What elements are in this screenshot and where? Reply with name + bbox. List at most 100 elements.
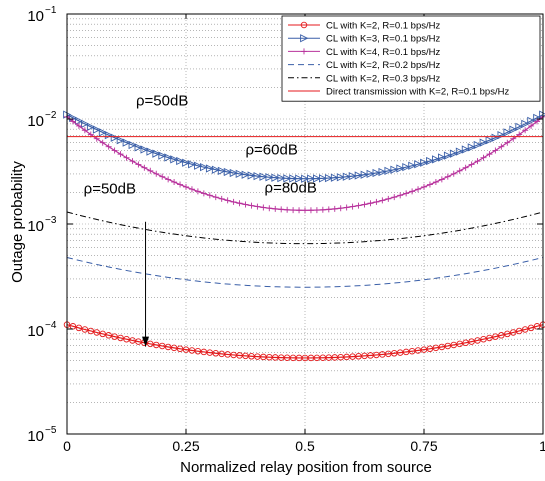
series-marker bbox=[266, 205, 273, 212]
legend-label: CL with K=2, R=0.1 bps/Hz bbox=[326, 21, 440, 32]
x-axis-label: Normalized relay position from source bbox=[180, 459, 432, 476]
series-marker bbox=[171, 179, 178, 186]
series-marker bbox=[182, 346, 190, 353]
series-marker bbox=[146, 147, 155, 156]
series-marker bbox=[492, 147, 499, 154]
series-marker bbox=[384, 166, 393, 175]
series-marker bbox=[75, 324, 83, 332]
series-marker bbox=[283, 174, 292, 183]
series-marker bbox=[421, 183, 427, 190]
series-marker bbox=[486, 151, 493, 158]
series-marker bbox=[367, 200, 374, 207]
y-tick-label-exponent: −3 bbox=[45, 215, 57, 226]
series-marker bbox=[117, 151, 124, 158]
series-marker bbox=[331, 205, 338, 212]
series-marker bbox=[98, 128, 108, 137]
series-marker bbox=[122, 138, 131, 147]
series-marker bbox=[385, 195, 392, 202]
series-marker bbox=[403, 190, 410, 197]
series-marker bbox=[117, 334, 124, 342]
series-marker bbox=[211, 165, 221, 174]
series-marker bbox=[432, 344, 440, 352]
series-marker bbox=[432, 179, 439, 186]
series-marker bbox=[200, 190, 207, 197]
series-marker bbox=[147, 340, 154, 348]
series-marker bbox=[128, 140, 137, 150]
series-marker bbox=[277, 173, 286, 183]
series-marker bbox=[217, 166, 227, 175]
series-marker bbox=[236, 200, 243, 207]
series-marker bbox=[110, 133, 120, 142]
series-marker bbox=[515, 122, 524, 131]
series-marker bbox=[402, 163, 411, 172]
series-marker bbox=[92, 125, 102, 134]
arrow-head bbox=[142, 336, 150, 347]
series-marker bbox=[111, 147, 118, 154]
series-marker bbox=[372, 168, 381, 178]
series-marker bbox=[319, 174, 328, 183]
series-marker bbox=[81, 127, 88, 134]
series-marker bbox=[223, 167, 233, 177]
series-marker bbox=[199, 163, 209, 172]
series-marker bbox=[141, 164, 148, 171]
series-marker bbox=[324, 173, 334, 183]
rho-annotation: ρ=50dB bbox=[84, 181, 136, 198]
legend-label: Direct transmission with K=2, R=0.1 bps/… bbox=[326, 87, 509, 98]
series-line-5 bbox=[66, 211, 544, 245]
series-marker bbox=[176, 156, 185, 166]
series-marker bbox=[177, 181, 184, 188]
series-marker bbox=[426, 156, 435, 166]
series-marker bbox=[492, 333, 499, 340]
legend-marker bbox=[300, 21, 308, 29]
series-marker bbox=[235, 169, 244, 178]
series-marker bbox=[229, 168, 239, 178]
series-marker bbox=[438, 176, 445, 183]
series-marker bbox=[152, 149, 161, 158]
series-marker bbox=[468, 338, 475, 345]
series-marker bbox=[348, 172, 358, 181]
series-marker bbox=[325, 206, 332, 213]
series-marker bbox=[491, 133, 500, 142]
series-marker bbox=[361, 201, 368, 208]
series-marker bbox=[515, 327, 523, 335]
series-marker bbox=[134, 143, 143, 152]
x-tick-label: 0.25 bbox=[172, 438, 199, 454]
series-marker bbox=[259, 172, 268, 181]
series-marker bbox=[123, 154, 130, 161]
series-marker bbox=[188, 186, 195, 193]
series-marker bbox=[194, 161, 203, 170]
series-marker bbox=[123, 335, 130, 343]
series-marker bbox=[218, 195, 225, 202]
series-marker bbox=[254, 203, 261, 210]
legend-label: CL with K=3, R=0.1 bps/Hz bbox=[326, 34, 440, 45]
series-marker bbox=[116, 136, 125, 145]
y-tick-label-exponent: −1 bbox=[45, 5, 57, 16]
series-marker bbox=[242, 201, 249, 208]
axis-ticks: 0 0.25 0.5 0.75 110−510−410−310−210−1 bbox=[27, 5, 545, 454]
series-marker bbox=[99, 139, 106, 146]
y-tick-label-exponent: −4 bbox=[45, 320, 57, 331]
series-marker bbox=[486, 334, 493, 342]
series-marker bbox=[366, 169, 375, 178]
x-tick-label: 0.5 bbox=[295, 438, 315, 454]
series-marker bbox=[284, 206, 291, 213]
series-marker bbox=[99, 330, 106, 338]
series-marker bbox=[140, 145, 149, 154]
series-marker bbox=[313, 207, 320, 214]
annotations: ρ=50dB ρ=60dB ρ=80dB ρ=50dB bbox=[84, 92, 317, 347]
series-marker bbox=[248, 202, 255, 209]
series-marker bbox=[129, 337, 136, 344]
series-marker bbox=[247, 171, 256, 180]
series-marker bbox=[194, 188, 201, 195]
series-marker bbox=[473, 140, 482, 150]
series-marker bbox=[396, 164, 405, 173]
series-marker bbox=[510, 329, 517, 336]
series-marker bbox=[182, 158, 191, 167]
series-marker bbox=[336, 173, 346, 182]
series-marker bbox=[456, 167, 463, 174]
series-lines bbox=[63, 110, 545, 362]
series-marker bbox=[474, 158, 481, 165]
series-marker bbox=[212, 194, 219, 201]
series-marker bbox=[498, 143, 505, 150]
